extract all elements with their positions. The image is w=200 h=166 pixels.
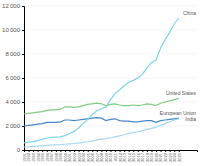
y-tick-mark — [22, 126, 24, 127]
y-tick-mark — [22, 78, 24, 79]
x-tick-mark — [38, 150, 39, 152]
x-tick-mark — [42, 150, 43, 152]
x-tick-mark — [120, 150, 121, 152]
x-tick-mark — [111, 150, 112, 152]
x-tick-mark — [56, 150, 57, 152]
series-line — [24, 119, 179, 147]
y-tick-label: 10 000 — [2, 27, 21, 33]
x-tick-mark — [165, 150, 166, 152]
y-tick-mark — [22, 6, 24, 7]
x-tick-mark — [92, 150, 93, 152]
x-tick-label: 2025 — [177, 152, 182, 162]
x-tick-mark — [97, 150, 98, 152]
series-line — [24, 18, 179, 143]
x-tick-mark — [24, 150, 25, 152]
y-axis: 0 2 000 4 000 6 000 8 000 10 000 12 000 — [2, 3, 24, 153]
y-tick-mark — [22, 30, 24, 31]
y-tick-mark — [22, 102, 24, 103]
grid-line — [24, 126, 197, 127]
x-tick-mark — [83, 150, 84, 152]
series-label: United States — [166, 90, 197, 96]
plot: 0 2 000 4 000 6 000 8 000 10 000 12 000 1991199… — [2, 3, 197, 161]
x-tick-mark — [115, 150, 116, 152]
x-tick-mark — [129, 150, 130, 152]
x-tick-mark — [47, 150, 48, 152]
x-tick-mark — [88, 150, 89, 152]
y-tick: 6 000 — [5, 75, 24, 81]
x-tick-mark — [101, 150, 102, 152]
x-tick-mark — [151, 150, 152, 152]
y-tick-mark — [22, 54, 24, 55]
x-tick-mark — [33, 150, 34, 152]
chart: 0 2 000 4 000 6 000 8 000 10 000 12 000 1991199… — [0, 0, 200, 166]
series-line — [24, 98, 179, 114]
x-tick-mark — [161, 150, 162, 152]
x-tick-mark — [142, 150, 143, 152]
y-tick-label: 12 000 — [2, 3, 21, 9]
x-tick-mark — [51, 150, 52, 152]
y-axis-line — [22, 7, 25, 151]
grid-line — [24, 78, 197, 79]
y-tick-label: 0 — [17, 147, 21, 153]
grid-line — [24, 54, 197, 55]
x-tick: 2025 — [177, 150, 182, 162]
y-tick: 0 — [17, 147, 24, 153]
x-tick-mark — [79, 150, 80, 152]
y-tick-label: 8 000 — [5, 51, 20, 57]
grid-line — [24, 6, 197, 7]
y-tick: 12 000 — [2, 3, 24, 9]
series-labels: ChinaUnited StatesEuropean UnionIndia — [160, 10, 197, 122]
y-tick: 8 000 — [5, 51, 24, 57]
y-tick: 10 000 — [2, 27, 24, 33]
y-tick: 2 000 — [5, 123, 24, 129]
x-tick-mark — [133, 150, 134, 152]
y-tick-mark — [22, 150, 24, 151]
series-label: China — [183, 10, 196, 16]
x-tick-mark — [60, 150, 61, 152]
x-tick-mark — [179, 150, 180, 152]
x-tick-mark — [138, 150, 139, 152]
y-tick-label: 6 000 — [5, 75, 20, 81]
x-tick-mark — [170, 150, 171, 152]
x-tick-mark — [106, 150, 107, 152]
x-axis: 1991199219931994199519961997199819992000… — [22, 150, 198, 162]
x-tick-mark — [65, 150, 66, 152]
y-tick-label: 2 000 — [5, 123, 20, 129]
grid — [24, 6, 197, 150]
series-line — [24, 118, 179, 126]
x-tick-mark — [70, 150, 71, 152]
y-tick: 4 000 — [5, 99, 24, 105]
x-tick-mark — [147, 150, 148, 152]
x-tick-mark — [74, 150, 75, 152]
y-tick-label: 4 000 — [5, 99, 20, 105]
lines — [24, 18, 179, 147]
x-tick-mark — [124, 150, 125, 152]
x-tick-mark — [174, 150, 175, 152]
x-tick-mark — [156, 150, 157, 152]
series-label: India — [185, 116, 196, 122]
grid-line — [24, 102, 197, 103]
x-axis-line — [25, 151, 198, 153]
x-tick-mark — [29, 150, 30, 152]
